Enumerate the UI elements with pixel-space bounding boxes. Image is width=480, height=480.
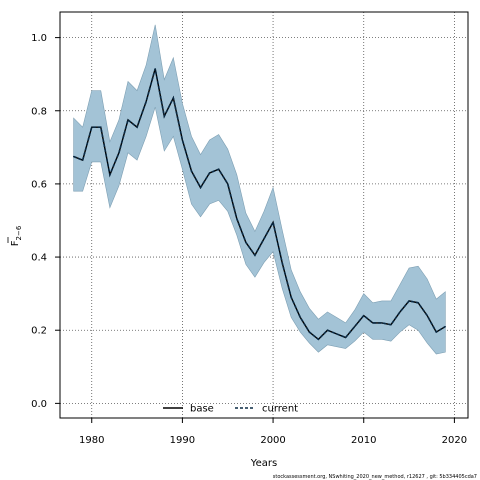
y-axis-title-main: F [10, 240, 21, 246]
data-point-current [372, 322, 374, 324]
y-tick-label: 0.0 [31, 399, 47, 410]
data-point-current [209, 172, 211, 174]
data-point-current [236, 218, 238, 220]
x-tick-label: 1980 [79, 435, 104, 446]
data-point-current [73, 155, 75, 158]
data-point-current [199, 186, 202, 189]
data-point-current [354, 325, 356, 328]
data-point-current [363, 314, 365, 317]
data-point-current [218, 168, 220, 170]
y-tick-label: 0.6 [31, 179, 47, 190]
x-axis-title: Years [250, 458, 277, 469]
data-point-current [163, 115, 165, 117]
x-tick-label: 2000 [260, 435, 285, 446]
y-tick-label: 0.2 [31, 326, 47, 337]
data-point-current [172, 97, 174, 99]
data-point-current [91, 126, 93, 128]
data-point-current [317, 338, 319, 340]
data-point-current [127, 119, 129, 121]
data-point-current [299, 316, 301, 319]
data-point-current [100, 126, 102, 128]
y-axis-title-subscript: 2−6 [15, 225, 23, 240]
data-point-current [417, 302, 419, 304]
data-point-current [345, 336, 347, 339]
data-point-current [181, 139, 183, 141]
legend: base current [163, 404, 298, 415]
svg-text:F2−6: F2−6 [10, 225, 23, 246]
data-point-current [444, 325, 446, 328]
data-point-current [390, 324, 392, 326]
x-tick-label: 2010 [351, 435, 376, 446]
y-tick-label: 0.8 [31, 106, 47, 117]
data-point-current [272, 221, 274, 223]
data-point-current [145, 101, 147, 103]
data-point-current [290, 296, 292, 298]
y-tick-label: 1.0 [31, 33, 47, 44]
data-point-current [154, 68, 156, 70]
legend-label-base: base [190, 404, 214, 415]
data-point-current [381, 322, 383, 324]
data-point-current [109, 174, 111, 176]
data-point-current [308, 331, 310, 333]
data-point-current [118, 152, 120, 154]
series-line-current [73, 68, 446, 341]
data-point-current [227, 183, 229, 185]
x-tick-label: 2020 [442, 435, 467, 446]
data-points [73, 68, 446, 340]
x-axis: 1980 1990 2000 2010 2020 [79, 418, 467, 446]
data-point-current [254, 254, 256, 256]
data-point-current [408, 300, 410, 302]
data-point-current [190, 170, 193, 172]
footer-note: stockassessment.org, NSwhiting_2020_new_… [273, 474, 477, 480]
data-point-current [82, 159, 84, 161]
data-point-current [399, 311, 401, 313]
data-point-current [263, 238, 265, 240]
x-tick-label: 1990 [170, 435, 195, 446]
data-point-current [435, 331, 437, 333]
data-point-current [335, 333, 338, 335]
legend-label-current: current [262, 404, 298, 415]
y-axis: 0.0 0.2 0.4 0.6 0.8 1.0 [31, 33, 60, 410]
data-point-current [426, 314, 428, 317]
data-point-current [326, 329, 329, 331]
data-point-current [245, 241, 247, 244]
y-axis-title: F2−6 [7, 225, 23, 246]
confidence-band [73, 24, 446, 355]
data-point-current [136, 126, 138, 128]
plot-frame [59, 11, 469, 419]
y-tick-label: 0.4 [31, 253, 47, 264]
data-point-current [281, 261, 283, 264]
